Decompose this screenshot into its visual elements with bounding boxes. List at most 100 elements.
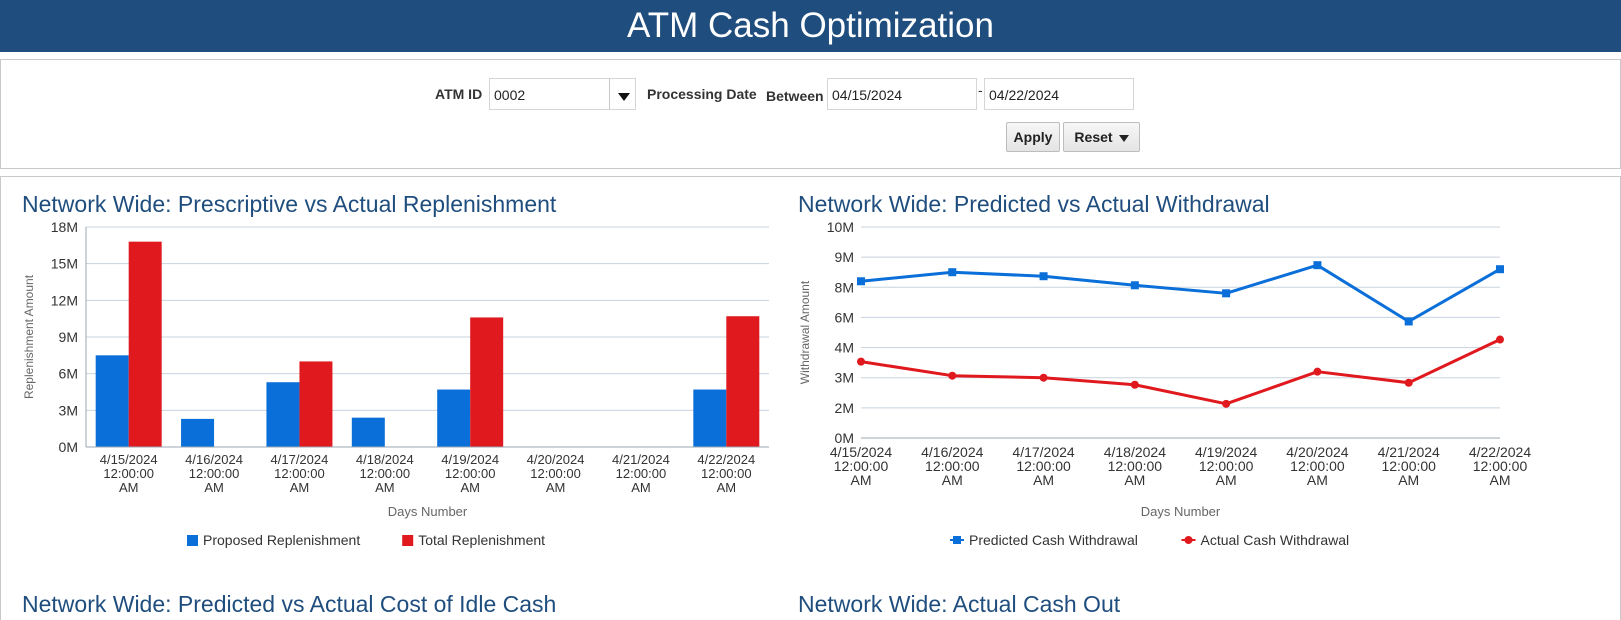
- x-tick-label: 4/19/2024: [441, 452, 499, 467]
- predicted-point: [1313, 261, 1322, 270]
- legend-label: Actual Cash Withdrawal: [1201, 532, 1350, 548]
- x-tick-label: 12:00:00: [701, 466, 752, 481]
- start-date-input[interactable]: 04/15/2024: [827, 78, 977, 110]
- x-tick-label: AM: [1398, 472, 1419, 488]
- x-tick-label: 4/17/2024: [271, 452, 329, 467]
- bar-total: [128, 241, 162, 447]
- predicted-line: [860, 263, 1501, 323]
- x-tick-label: 12:00:00: [445, 466, 496, 481]
- legend-label: Total Replenishment: [418, 532, 545, 548]
- x-tick-label: 12:00:00: [360, 466, 411, 481]
- actual-point: [948, 371, 957, 380]
- x-tick-label: 12:00:00: [1290, 458, 1345, 474]
- x-tick-label: 4/22/2024: [697, 452, 755, 467]
- x-tick-label: 4/18/2024: [356, 452, 414, 467]
- y-tick-label: 9M: [59, 329, 78, 345]
- range-separator: -: [978, 82, 983, 98]
- x-tick-label: 12:00:00: [834, 458, 889, 474]
- y-tick-label: 18M: [51, 219, 78, 235]
- x-tick-label: AM: [1490, 472, 1511, 488]
- x-tick-label: 12:00:00: [274, 466, 325, 481]
- between-label: Between: [766, 88, 824, 104]
- chart-title-replenishment: Network Wide: Prescriptive vs Actual Rep…: [22, 191, 557, 217]
- x-tick-label: AM: [119, 480, 139, 495]
- predicted-point: [1222, 289, 1231, 298]
- x-tick-label: AM: [204, 480, 224, 495]
- x-tick-label: 4/21/2024: [612, 452, 670, 467]
- x-tick-label: AM: [942, 472, 963, 488]
- x-tick-label: AM: [460, 480, 480, 495]
- x-tick-label: 4/15/2024: [100, 452, 158, 467]
- atm-id-select[interactable]: 0002: [489, 78, 610, 110]
- y-tick-label: 3M: [835, 370, 854, 386]
- x-tick-label: 4/16/2024: [921, 444, 983, 460]
- x-tick-label: 4/15/2024: [830, 444, 892, 460]
- actual-point: [1496, 335, 1504, 344]
- y-tick-label: 0M: [835, 430, 854, 446]
- y-tick-label: 2M: [835, 400, 854, 416]
- y-tick-label: 15M: [51, 256, 78, 272]
- predicted-point: [1496, 265, 1504, 274]
- y-axis-title: Withdrawal Amount: [798, 280, 812, 384]
- legend-label: Predicted Cash Withdrawal: [969, 532, 1138, 548]
- y-tick-label: 4M: [835, 340, 854, 356]
- chart-title-idle-cash: Network Wide: Predicted vs Actual Cost o…: [22, 591, 557, 617]
- actual-point: [1039, 373, 1048, 382]
- app-header: ATM Cash Optimization: [0, 0, 1621, 52]
- bar-proposed: [266, 382, 300, 447]
- predicted-point: [948, 268, 957, 277]
- x-tick-label: AM: [290, 480, 310, 495]
- x-tick-label: AM: [375, 480, 395, 495]
- bar-proposed: [693, 389, 727, 447]
- chart-title-withdrawal: Network Wide: Predicted vs Actual Withdr…: [798, 191, 1270, 217]
- x-axis-title: Days Number: [1141, 504, 1221, 519]
- end-date-input[interactable]: 04/22/2024: [984, 78, 1134, 110]
- bar-total: [726, 316, 760, 447]
- x-tick-label: 4/17/2024: [1012, 444, 1074, 460]
- reset-button[interactable]: Reset: [1063, 122, 1140, 152]
- apply-button[interactable]: Apply: [1006, 122, 1060, 152]
- x-tick-label: 4/18/2024: [1104, 444, 1166, 460]
- bar-proposed: [351, 417, 385, 447]
- x-tick-label: AM: [717, 480, 737, 495]
- x-tick-label: 4/16/2024: [185, 452, 243, 467]
- y-tick-label: 6M: [59, 366, 78, 382]
- y-tick-label: 10M: [827, 219, 854, 235]
- predicted-point: [1039, 272, 1048, 281]
- x-tick-label: 12:00:00: [103, 466, 154, 481]
- x-tick-label: 4/20/2024: [527, 452, 585, 467]
- actual-point: [857, 357, 865, 366]
- bar-total: [470, 317, 504, 447]
- caret-down-icon: [1118, 134, 1129, 142]
- reset-button-label: Reset: [1074, 129, 1113, 145]
- legend-swatch: [402, 535, 414, 546]
- actual-point: [1404, 378, 1413, 387]
- x-tick-label: AM: [631, 480, 651, 495]
- chevron-down-icon[interactable]: [609, 78, 636, 110]
- predicted-point: [1130, 281, 1139, 290]
- y-tick-label: 12M: [51, 292, 78, 308]
- x-tick-label: AM: [546, 480, 566, 495]
- predicted-point: [1404, 317, 1413, 326]
- atm-id-label: ATM ID: [435, 86, 483, 102]
- x-tick-label: 12:00:00: [1199, 458, 1254, 474]
- filter-panel: ATM ID 0002 Processing Date Between 04/1…: [0, 59, 1621, 169]
- x-tick-label: 12:00:00: [925, 458, 980, 474]
- legend-swatch: [187, 535, 198, 546]
- bar-proposed: [95, 355, 129, 447]
- x-tick-label: AM: [1216, 472, 1237, 488]
- y-axis-title: Replenishment Amount: [22, 274, 36, 399]
- bar-proposed: [437, 389, 471, 447]
- bar-proposed: [181, 418, 215, 447]
- x-tick-label: AM: [1124, 472, 1145, 488]
- actual-line: [860, 338, 1501, 406]
- predicted-point: [857, 277, 865, 286]
- x-tick-label: AM: [1033, 472, 1054, 488]
- x-tick-label: 4/19/2024: [1195, 444, 1257, 460]
- legend-marker: [1184, 536, 1193, 544]
- replenishment-bar-chart: 0M3M6M9M12M15M18M4/15/202412:00:00AM4/16…: [22, 219, 769, 548]
- apply-button-label: Apply: [1013, 129, 1053, 145]
- actual-point: [1130, 380, 1139, 389]
- actual-point: [1222, 399, 1231, 408]
- x-axis-title: Days Number: [388, 504, 468, 519]
